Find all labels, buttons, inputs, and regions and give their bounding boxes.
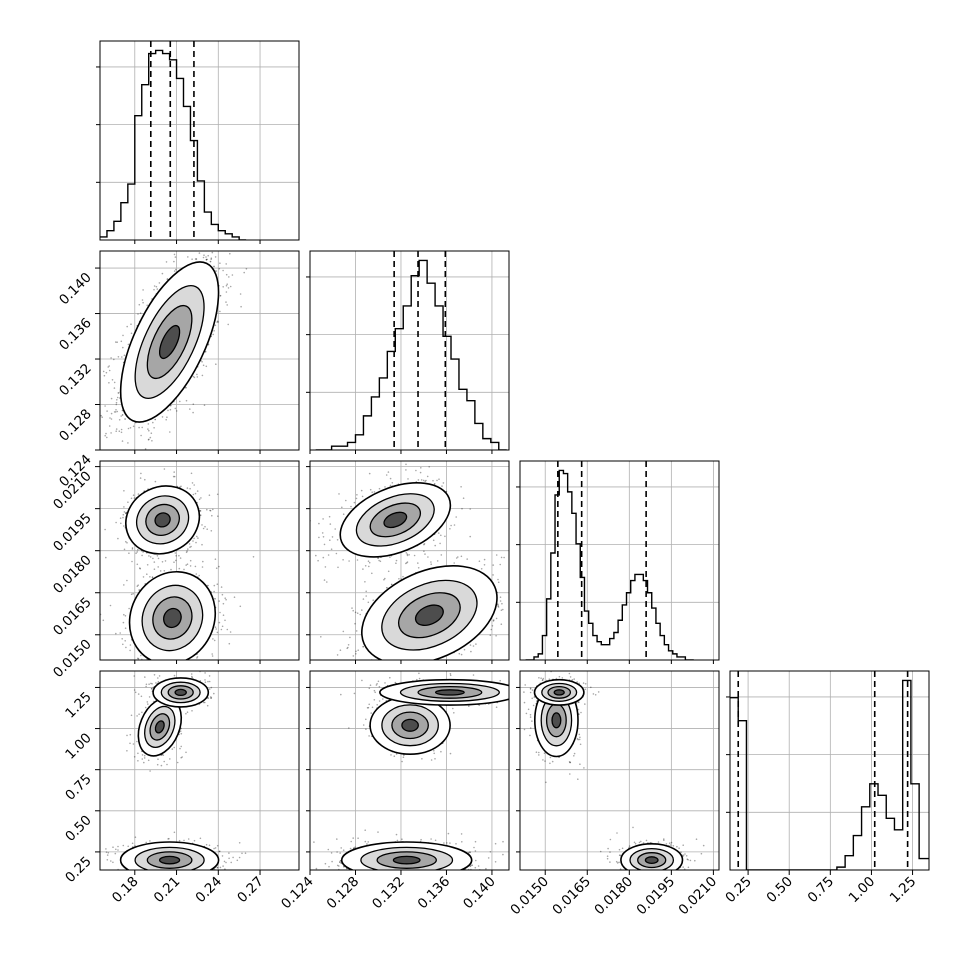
ytick-label: 0.140 <box>56 270 95 309</box>
ytick-label: 0.0150 <box>50 636 95 681</box>
ytick-label: 0.136 <box>56 315 95 354</box>
hist-p4-frame <box>730 671 929 870</box>
xtick-label: 0.132 <box>369 874 408 913</box>
hist-p3-frame <box>520 461 719 660</box>
xtick-label: 0.50 <box>763 874 796 907</box>
scatter-p3-p4-panel <box>520 671 719 877</box>
xtick-label: 0.27 <box>234 874 267 907</box>
xtick-label: 1.25 <box>887 874 920 907</box>
hist-p1-frame <box>100 41 299 240</box>
hist-step-p1 <box>100 50 246 240</box>
ytick-label: 0.128 <box>56 406 95 445</box>
ytick-label: 0.0180 <box>50 552 95 597</box>
ytick-label: 0.75 <box>62 771 95 804</box>
xtick-label: 0.128 <box>324 874 363 913</box>
xtick-label: 0.136 <box>415 874 454 913</box>
xtick-label: 0.75 <box>805 874 838 907</box>
density-contour <box>554 690 564 695</box>
hist-p2-panel <box>306 251 509 450</box>
scatter-p1-p3-panel <box>100 461 299 679</box>
xtick-label: 0.124 <box>278 874 317 913</box>
xtick-label: 0.21 <box>151 874 184 907</box>
density-contour <box>552 713 561 728</box>
xtick-label: 0.140 <box>460 874 499 913</box>
density-contour <box>160 856 180 863</box>
xtick-label: 0.18 <box>109 874 142 907</box>
hist-p1-panel <box>96 41 299 240</box>
xtick-label: 0.0180 <box>591 874 636 919</box>
ytick-label: 1.00 <box>62 730 95 763</box>
hist-p3-grid <box>520 461 719 660</box>
hist-p4-grid <box>730 671 929 870</box>
corner-plot: 0.18 0.21 0.24 0.27 0.124 0.128 0.132 0.136 0.14… <box>0 0 970 970</box>
ytick-label: 0.25 <box>62 853 95 886</box>
density-contour <box>175 689 186 695</box>
xtick-label: 0.0195 <box>633 874 678 919</box>
density-contour <box>436 690 465 695</box>
xtick-label: 0.24 <box>193 874 226 907</box>
xtick-label: 0.25 <box>722 874 755 907</box>
scatter-p2-p3-panel <box>309 461 512 684</box>
density-contour <box>402 719 418 731</box>
scatter-p1-p2-panel <box>100 248 299 450</box>
hist-p4-panel <box>726 671 929 870</box>
hist-step-p4 <box>730 680 929 870</box>
xtick-label: 0.0150 <box>507 874 552 919</box>
hist-p2-frame <box>310 251 509 450</box>
ytick-label: 0.50 <box>62 812 95 845</box>
hist-p2-grid <box>310 251 509 450</box>
scatter-p2-p4-panel <box>310 671 520 878</box>
hist-p3-panel <box>516 461 719 660</box>
density-contour <box>645 857 658 864</box>
scatter-p1-p4-panel <box>100 671 299 879</box>
density-contour <box>393 856 420 863</box>
hist-p1-grid <box>100 41 299 240</box>
xtick-label: 0.0165 <box>549 874 594 919</box>
xtick-label: 1.00 <box>846 874 879 907</box>
ytick-label: 1.25 <box>62 689 95 722</box>
hist-step-p3 <box>526 470 694 660</box>
xtick-label: 0.0210 <box>675 874 720 919</box>
ytick-label: 0.0165 <box>50 594 95 639</box>
ytick-label: 0.0195 <box>50 510 95 555</box>
hist-step-p2 <box>316 260 507 450</box>
ytick-label: 0.132 <box>56 361 95 400</box>
